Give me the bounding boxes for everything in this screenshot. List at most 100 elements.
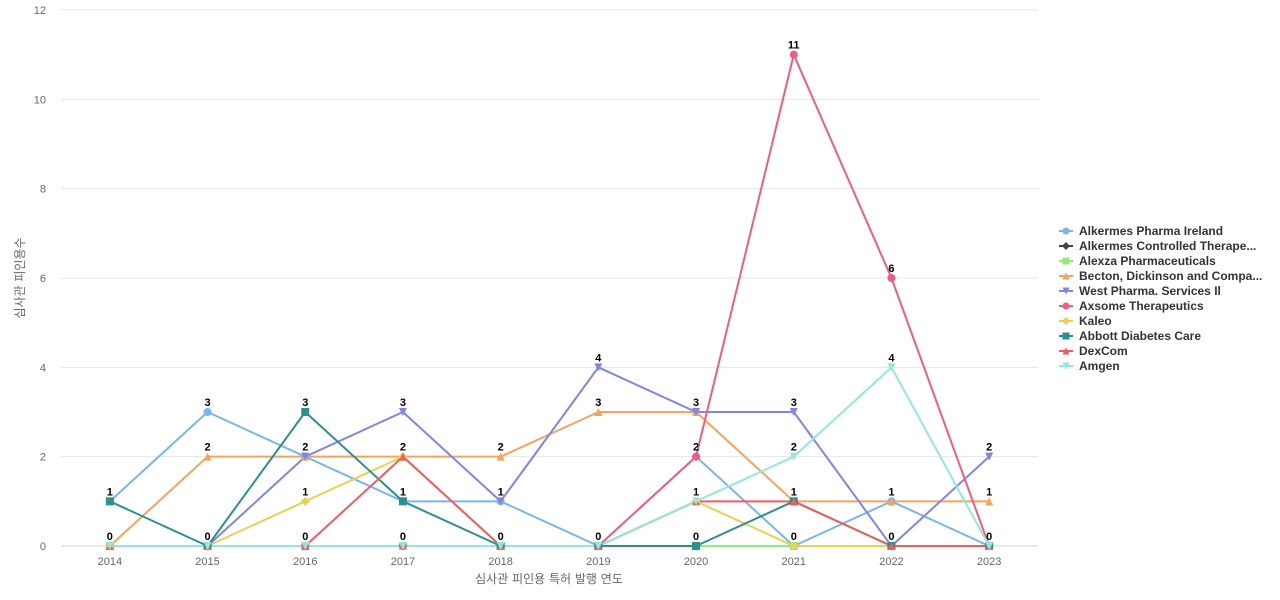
data-point[interactable] bbox=[203, 408, 212, 416]
data-label: 1 bbox=[693, 486, 699, 498]
legend-item[interactable]: Alkermes Pharma Ireland bbox=[1059, 224, 1223, 238]
data-label: 3 bbox=[204, 397, 210, 409]
data-point[interactable] bbox=[887, 542, 896, 550]
legend-item[interactable]: Becton, Dickinson and Compa... bbox=[1059, 269, 1262, 283]
y-tick-label: 12 bbox=[34, 5, 46, 17]
data-point[interactable] bbox=[398, 408, 407, 416]
series-line bbox=[108, 366, 991, 547]
legend-marker bbox=[1062, 242, 1070, 250]
legend-item[interactable]: Alexza Pharmaceuticals bbox=[1059, 254, 1216, 268]
legend-item[interactable]: DexCom bbox=[1059, 344, 1128, 358]
series-line bbox=[108, 411, 991, 547]
series-lines bbox=[108, 53, 991, 547]
data-point[interactable] bbox=[496, 497, 505, 506]
data-point[interactable] bbox=[203, 542, 212, 550]
data-point[interactable] bbox=[594, 542, 603, 550]
y-tick-label: 8 bbox=[40, 184, 46, 196]
data-label: 2 bbox=[498, 442, 504, 454]
data-point[interactable] bbox=[105, 497, 114, 506]
data-label: 2 bbox=[204, 442, 210, 454]
data-point[interactable] bbox=[594, 363, 603, 372]
data-point[interactable] bbox=[301, 452, 310, 461]
legend-marker bbox=[1062, 227, 1070, 235]
data-label: 0 bbox=[986, 531, 992, 543]
data-point[interactable] bbox=[300, 496, 310, 506]
data-label: 0 bbox=[693, 531, 699, 543]
legend-label: Abbott Diabetes Care bbox=[1079, 329, 1201, 343]
data-label: 0 bbox=[302, 531, 308, 543]
data-label: 2 bbox=[693, 442, 699, 454]
series-line bbox=[108, 53, 991, 547]
x-tick-label: 2017 bbox=[391, 556, 415, 568]
data-label: 1 bbox=[400, 486, 406, 498]
data-point[interactable] bbox=[398, 542, 407, 550]
legend-label: Becton, Dickinson and Compa... bbox=[1079, 269, 1262, 283]
x-tick-label: 2020 bbox=[684, 556, 708, 568]
legend-label: West Pharma. Services Il bbox=[1079, 284, 1221, 298]
y-tick-label: 0 bbox=[40, 541, 46, 553]
data-point[interactable] bbox=[789, 408, 798, 416]
data-point[interactable] bbox=[203, 452, 212, 461]
data-point[interactable] bbox=[594, 408, 603, 416]
data-point[interactable] bbox=[496, 542, 505, 550]
y-tick-label: 4 bbox=[40, 362, 46, 374]
data-point[interactable] bbox=[789, 541, 799, 551]
data-point[interactable] bbox=[692, 542, 701, 550]
data-point[interactable] bbox=[398, 497, 407, 506]
data-label: 1 bbox=[791, 486, 797, 498]
data-label: 1 bbox=[888, 486, 894, 498]
legend-marker bbox=[1062, 257, 1070, 265]
legend-item[interactable]: Alkermes Controlled Therape... bbox=[1059, 239, 1256, 253]
data-label: 3 bbox=[302, 397, 308, 409]
data-point[interactable] bbox=[692, 452, 701, 461]
x-axis-title: 심사관 피인용 특허 발행 연도 bbox=[475, 571, 623, 586]
y-tick-label: 2 bbox=[40, 452, 46, 464]
data-label: 1 bbox=[302, 486, 308, 498]
x-tick-label: 2022 bbox=[879, 556, 903, 568]
data-label: 1 bbox=[986, 486, 992, 498]
x-tick-label: 2018 bbox=[488, 556, 512, 568]
data-point[interactable] bbox=[692, 408, 701, 416]
data-label: 1 bbox=[107, 486, 113, 498]
legend-item[interactable]: Kaleo bbox=[1059, 314, 1112, 328]
legend-item[interactable]: Abbott Diabetes Care bbox=[1059, 329, 1201, 343]
data-point[interactable] bbox=[985, 542, 994, 550]
data-point[interactable] bbox=[789, 452, 798, 461]
legend-item[interactable]: West Pharma. Services Il bbox=[1059, 284, 1221, 298]
data-point[interactable] bbox=[789, 50, 798, 59]
data-point[interactable] bbox=[398, 452, 407, 461]
data-point[interactable] bbox=[692, 497, 701, 506]
data-point[interactable] bbox=[985, 497, 994, 506]
y-tick-label: 10 bbox=[34, 94, 46, 106]
data-label: 1 bbox=[498, 486, 504, 498]
legend-item[interactable]: Axsome Therapeutics bbox=[1059, 299, 1204, 313]
x-tick-label: 2021 bbox=[782, 556, 806, 568]
data-label: 11 bbox=[788, 40, 800, 52]
data-point[interactable] bbox=[985, 452, 994, 461]
data-label: 0 bbox=[498, 531, 504, 543]
data-label: 2 bbox=[986, 442, 992, 454]
legend-marker bbox=[1062, 317, 1070, 325]
legend-marker bbox=[1062, 302, 1070, 310]
data-point[interactable] bbox=[887, 274, 896, 282]
x-tick-label: 2019 bbox=[586, 556, 610, 568]
data-label: 2 bbox=[302, 442, 308, 454]
legend-item[interactable]: Amgen bbox=[1059, 359, 1120, 373]
data-labels: 1 0 3 2 0 3 2 1 0 3 2 1 0 2 1 0 4 3 0 3 2 1 0 11 3 2 1 0 6 4 1 0 2 1 0 bbox=[107, 40, 992, 543]
data-label: 2 bbox=[791, 442, 797, 454]
series-line bbox=[108, 411, 991, 547]
data-point[interactable] bbox=[887, 363, 896, 372]
data-point[interactable] bbox=[301, 408, 310, 416]
data-point[interactable] bbox=[887, 497, 896, 506]
data-point[interactable] bbox=[301, 542, 310, 550]
x-tick-label: 2023 bbox=[977, 556, 1001, 568]
data-point[interactable] bbox=[496, 452, 505, 461]
legend-marker bbox=[1062, 332, 1070, 340]
legend-marker bbox=[1062, 272, 1070, 280]
legend-label: Axsome Therapeutics bbox=[1079, 299, 1204, 313]
data-label: 0 bbox=[204, 531, 210, 543]
data-point[interactable] bbox=[105, 542, 114, 550]
data-point[interactable] bbox=[789, 497, 798, 506]
